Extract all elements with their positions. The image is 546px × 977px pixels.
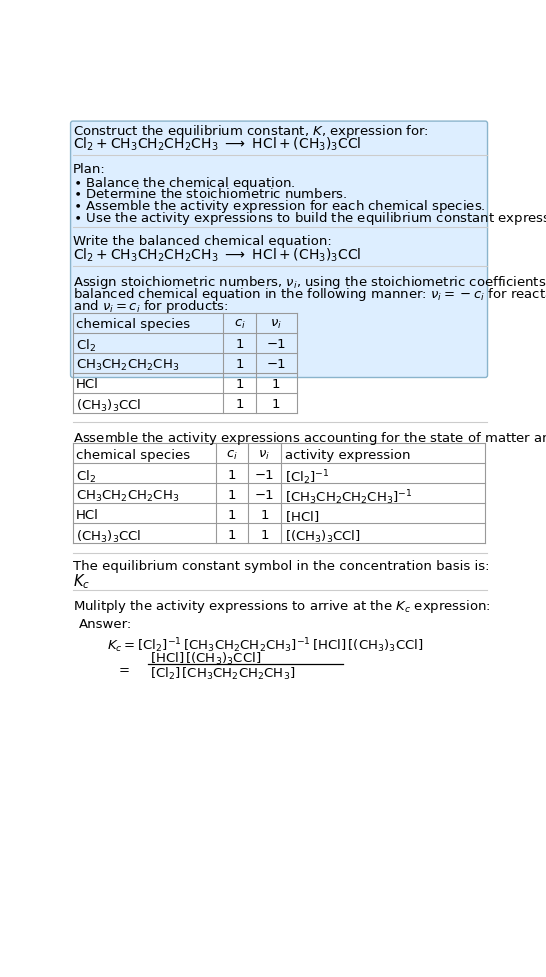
- Text: $[\mathrm{CH_3CH_2CH_2CH_3}]^{-1}$: $[\mathrm{CH_3CH_2CH_2CH_3}]^{-1}$: [285, 488, 413, 507]
- Text: −1: −1: [266, 338, 286, 351]
- Text: $\bullet$ Determine the stoichiometric numbers.: $\bullet$ Determine the stoichiometric n…: [73, 187, 347, 200]
- Text: −1: −1: [266, 359, 286, 371]
- Text: $\mathrm{Cl_2 + CH_3CH_2CH_2CH_3 \ \longrightarrow \ HCl + (CH_3)_3CCl}$: $\mathrm{Cl_2 + CH_3CH_2CH_2CH_3 \ \long…: [73, 136, 361, 152]
- Text: Answer:: Answer:: [79, 617, 132, 631]
- Text: $K_c = [\mathrm{Cl_2}]^{-1}\,[\mathrm{CH_3CH_2CH_2CH_3}]^{-1}\,[\mathrm{HCl}]\,[: $K_c = [\mathrm{Cl_2}]^{-1}\,[\mathrm{CH…: [107, 636, 424, 655]
- FancyBboxPatch shape: [70, 121, 488, 377]
- Text: 1: 1: [260, 529, 269, 542]
- Text: 1: 1: [228, 488, 236, 502]
- Text: 1: 1: [260, 509, 269, 522]
- Text: and $\nu_i = c_i$ for products:: and $\nu_i = c_i$ for products:: [73, 298, 229, 315]
- Text: activity expression: activity expression: [285, 448, 411, 462]
- Text: 1: 1: [235, 338, 244, 351]
- Text: $\bullet$ Assemble the activity expression for each chemical species.: $\bullet$ Assemble the activity expressi…: [73, 198, 485, 216]
- Text: $\mathrm{Cl_2 + CH_3CH_2CH_2CH_3 \ \longrightarrow \ HCl + (CH_3)_3CCl}$: $\mathrm{Cl_2 + CH_3CH_2CH_2CH_3 \ \long…: [73, 246, 361, 264]
- Text: $\nu_i$: $\nu_i$: [258, 448, 270, 462]
- Text: $[(\mathrm{CH_3})_3\mathrm{CCl}]$: $[(\mathrm{CH_3})_3\mathrm{CCl}]$: [285, 529, 361, 545]
- Text: $\bullet$ Balance the chemical equation.: $\bullet$ Balance the chemical equation.: [73, 175, 295, 191]
- Text: −1: −1: [254, 488, 274, 502]
- Text: $c_i$: $c_i$: [234, 319, 246, 331]
- Text: $[\mathrm{HCl}]$: $[\mathrm{HCl}]$: [285, 509, 319, 524]
- Text: balanced chemical equation in the following manner: $\nu_i = -c_i$ for reactants: balanced chemical equation in the follow…: [73, 286, 546, 303]
- Text: 1: 1: [235, 399, 244, 411]
- Text: Construct the equilibrium constant, $K$, expression for:: Construct the equilibrium constant, $K$,…: [73, 123, 429, 141]
- Text: The equilibrium constant symbol in the concentration basis is:: The equilibrium constant symbol in the c…: [73, 561, 489, 573]
- Text: $\mathrm{Cl_2}$: $\mathrm{Cl_2}$: [76, 469, 96, 485]
- Text: 1: 1: [228, 509, 236, 522]
- Text: $\mathrm{CH_3CH_2CH_2CH_3}$: $\mathrm{CH_3CH_2CH_2CH_3}$: [76, 488, 179, 504]
- Text: Assemble the activity expressions accounting for the state of matter and $\nu_i$: Assemble the activity expressions accoun…: [73, 430, 546, 446]
- Text: $\mathrm{CH_3CH_2CH_2CH_3}$: $\mathrm{CH_3CH_2CH_2CH_3}$: [76, 359, 179, 373]
- Text: 1: 1: [272, 378, 280, 391]
- Text: 1: 1: [235, 378, 244, 391]
- Text: HCl: HCl: [76, 378, 99, 391]
- Text: Assign stoichiometric numbers, $\nu_i$, using the stoichiometric coefficients, $: Assign stoichiometric numbers, $\nu_i$, …: [73, 274, 546, 291]
- Text: $(\mathrm{CH_3})_3\mathrm{CCl}$: $(\mathrm{CH_3})_3\mathrm{CCl}$: [76, 399, 141, 414]
- Text: $\nu_i$: $\nu_i$: [270, 319, 282, 331]
- Text: 1: 1: [228, 469, 236, 482]
- Text: chemical species: chemical species: [76, 319, 190, 331]
- Text: HCl: HCl: [76, 509, 99, 522]
- Text: $\bullet$ Use the activity expressions to build the equilibrium constant express: $\bullet$ Use the activity expressions t…: [73, 210, 546, 228]
- Text: 1: 1: [228, 529, 236, 542]
- Text: chemical species: chemical species: [76, 448, 190, 462]
- Text: Plan:: Plan:: [73, 162, 105, 176]
- Text: $\mathrm{Cl_2}$: $\mathrm{Cl_2}$: [76, 338, 96, 355]
- Text: Write the balanced chemical equation:: Write the balanced chemical equation:: [73, 234, 331, 247]
- Text: −1: −1: [254, 469, 274, 482]
- Text: $[\mathrm{Cl_2}]\,[\mathrm{CH_3CH_2CH_2CH_3}]$: $[\mathrm{Cl_2}]\,[\mathrm{CH_3CH_2CH_2C…: [150, 666, 295, 682]
- Text: 1: 1: [235, 359, 244, 371]
- Text: Mulitply the activity expressions to arrive at the $K_c$ expression:: Mulitply the activity expressions to arr…: [73, 598, 491, 616]
- Text: $K_c$: $K_c$: [73, 573, 90, 591]
- Text: $=$: $=$: [116, 662, 130, 675]
- Text: $(\mathrm{CH_3})_3\mathrm{CCl}$: $(\mathrm{CH_3})_3\mathrm{CCl}$: [76, 529, 141, 545]
- Text: 1: 1: [272, 399, 280, 411]
- Text: $[\mathrm{HCl}]\,[(\mathrm{CH_3})_3\mathrm{CCl}]$: $[\mathrm{HCl}]\,[(\mathrm{CH_3})_3\math…: [150, 651, 261, 667]
- Text: $c_i$: $c_i$: [226, 448, 238, 462]
- Text: $[\mathrm{Cl_2}]^{-1}$: $[\mathrm{Cl_2}]^{-1}$: [285, 469, 330, 488]
